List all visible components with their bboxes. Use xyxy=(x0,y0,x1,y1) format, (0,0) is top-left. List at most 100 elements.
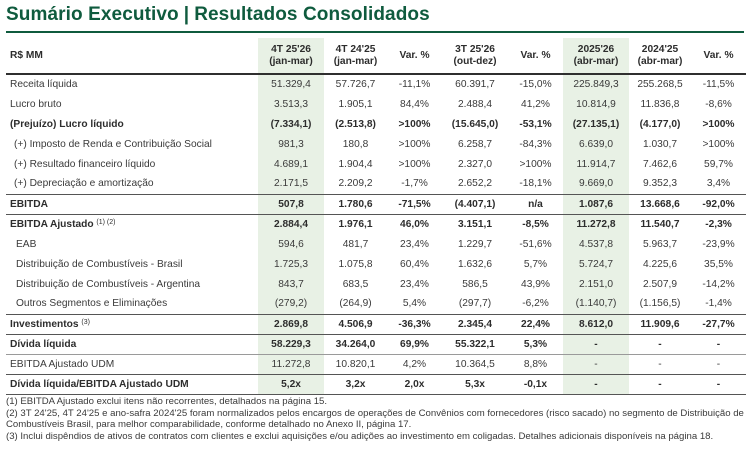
value-cell: 1.229,7 xyxy=(458,238,492,250)
row-label-text: EBITDA xyxy=(10,198,48,210)
table-row: Distribuição de Combustíveis - Brasil 1.7… xyxy=(6,254,746,274)
value-cell: 6.258,7 xyxy=(458,138,492,150)
value-cell: >100% xyxy=(398,138,431,150)
value-cell: 4.506,9 xyxy=(324,313,387,334)
column-header-range: (jan-mar) xyxy=(333,55,378,67)
row-label: Lucro bruto xyxy=(6,94,258,114)
value-cell: -0,1x xyxy=(508,373,563,395)
value-cell: 11.540,7 xyxy=(629,213,691,234)
value-cell: 6.639,0 xyxy=(563,134,629,154)
footnote-ref: (1) (2) xyxy=(96,218,116,226)
value-cell: 4.537,8 xyxy=(563,234,629,254)
value-cell: 2.151,0 xyxy=(563,274,629,294)
column-header-range: (abr-mar) xyxy=(573,55,619,67)
value-cell: 507,8 xyxy=(258,193,324,214)
page-title: Sumário Executivo | Resultados Consolidado… xyxy=(6,4,430,26)
row-label: Dívida líquida xyxy=(6,333,258,354)
value-cell: 225.849,3 xyxy=(563,74,629,94)
value-cell: 23,4% xyxy=(400,238,429,250)
value-cell: 9.352,3 xyxy=(643,178,677,190)
value-cell: 255.268,5 xyxy=(637,79,683,90)
value-cell: (15.645,0) xyxy=(451,118,499,130)
value-cell: 10.364,5 xyxy=(442,353,508,374)
value-cell: (7.334,1) xyxy=(258,114,324,134)
unit-label: R$ MM xyxy=(10,49,43,61)
value-cell: 981,3 xyxy=(258,134,324,154)
column-header: Var. % xyxy=(508,38,563,74)
value-cell: 58.229,3 xyxy=(258,333,324,354)
value-cell: (4.407,1) xyxy=(442,193,508,214)
column-header: Var. % xyxy=(387,38,442,74)
footnote-2: (2) 3T 24'25, 4T 24'25 e ano-safra 2024'… xyxy=(6,407,744,431)
value-cell: 22,4% xyxy=(508,313,563,334)
value-cell: 1.075,8 xyxy=(338,258,373,270)
table-row: Dívida líquida/EBITDA Ajustado UDM 5,2x 3,… xyxy=(6,373,746,395)
row-label: (+) Imposto de Renda e Contribuição Soci… xyxy=(6,134,258,154)
table-row: EAB 594,6 481,7 23,4% 1.229,7 -51,6% 4.537,8 5.… xyxy=(6,234,746,254)
row-label-text: (+) Depreciação e amortização xyxy=(14,178,154,190)
value-cell: (1.156,5) xyxy=(639,298,681,310)
value-cell: -53,1% xyxy=(519,118,552,130)
value-cell: 5,3% xyxy=(508,333,563,354)
value-cell: 1.030,7 xyxy=(643,138,677,150)
value-cell: (1.140,7) xyxy=(563,294,629,314)
value-cell: >100% xyxy=(702,118,735,130)
row-label: Distribuição de Combustíveis - Brasil xyxy=(6,254,258,274)
row-label: Outros Segmentos e Eliminações xyxy=(6,294,258,314)
table-row: Dívida líquida 58.229,3 34.264,0 69,9% 55.32… xyxy=(6,333,746,354)
value-cell: 1.780,6 xyxy=(324,193,387,214)
value-cell: 4,2% xyxy=(387,353,442,374)
value-cell: >100% xyxy=(398,118,431,130)
column-header-period: 4T 25'26 xyxy=(271,43,311,55)
value-cell: - xyxy=(563,353,629,374)
column-header-period: 2024'25 xyxy=(641,43,679,55)
value-cell: (297,7) xyxy=(458,298,492,310)
value-cell: 3,4% xyxy=(706,178,731,190)
value-cell: 2.869,8 xyxy=(258,313,324,334)
title-subsection: Resultados Consolidados xyxy=(194,4,430,25)
value-cell: 10.814,9 xyxy=(563,94,629,114)
value-cell: -11,1% xyxy=(398,79,431,90)
value-cell: -14,2% xyxy=(702,278,735,290)
table-row: Lucro bruto 3.513,3 1.905,1 84,4% 2.488,4 41,… xyxy=(6,94,746,114)
table-row: Investimentos (3) 2.869,8 4.506,9 -36,3% 2.3… xyxy=(6,313,746,334)
value-cell: 5.963,7 xyxy=(643,238,677,250)
row-label-text: Dívida líquida xyxy=(10,338,77,350)
row-label: (+) Resultado financeiro líquido xyxy=(6,154,258,174)
value-cell: 1.905,1 xyxy=(338,98,373,110)
value-cell: 69,9% xyxy=(387,333,442,354)
value-cell: 9.669,0 xyxy=(563,174,629,194)
value-cell: 35,5% xyxy=(704,258,733,270)
value-cell: 11.909,6 xyxy=(629,313,691,334)
value-cell: 594,6 xyxy=(258,234,324,254)
value-cell: 1.976,1 xyxy=(324,213,387,234)
value-cell: 4.689,1 xyxy=(258,154,324,174)
value-cell: 13.668,6 xyxy=(629,193,691,214)
table-row: (Prejuízo) Lucro líquido (7.334,1) (2.513,… xyxy=(6,114,746,134)
value-cell: - xyxy=(629,373,691,395)
value-cell: 11.272,8 xyxy=(258,353,324,374)
value-cell: 57.726,7 xyxy=(335,79,376,90)
value-cell: 46,0% xyxy=(387,213,442,234)
value-cell: (27.135,1) xyxy=(563,114,629,134)
row-label-text: Lucro bruto xyxy=(10,98,62,110)
row-label-text: (+) Imposto de Renda e Contribuição Soci… xyxy=(14,138,212,150)
value-cell: 51.329,4 xyxy=(258,74,324,94)
value-cell: -8,5% xyxy=(508,213,563,234)
value-cell: 2.345,4 xyxy=(442,313,508,334)
column-header-period: 4T 24'25 xyxy=(335,43,376,55)
value-cell: -6,2% xyxy=(522,298,549,310)
column-header-period: 3T 25'26 xyxy=(455,43,495,55)
value-cell: -36,3% xyxy=(387,313,442,334)
table-row: (+) Imposto de Renda e Contribuição Soci… xyxy=(6,134,746,154)
value-cell: 5.724,7 xyxy=(563,254,629,274)
column-header: 4T 24'25 (jan-mar) xyxy=(324,38,387,74)
row-label: EAB xyxy=(6,234,258,254)
footnotes: (1) EBITDA Ajustado exclui itens não rec… xyxy=(6,396,744,442)
value-cell: 34.264,0 xyxy=(324,333,387,354)
value-cell: 8.612,0 xyxy=(563,313,629,334)
value-cell: (4.177,0) xyxy=(639,118,681,130)
column-header-period: Var. % xyxy=(520,49,551,61)
row-label: EBITDA xyxy=(6,193,258,214)
value-cell: -2,3% xyxy=(691,213,746,234)
